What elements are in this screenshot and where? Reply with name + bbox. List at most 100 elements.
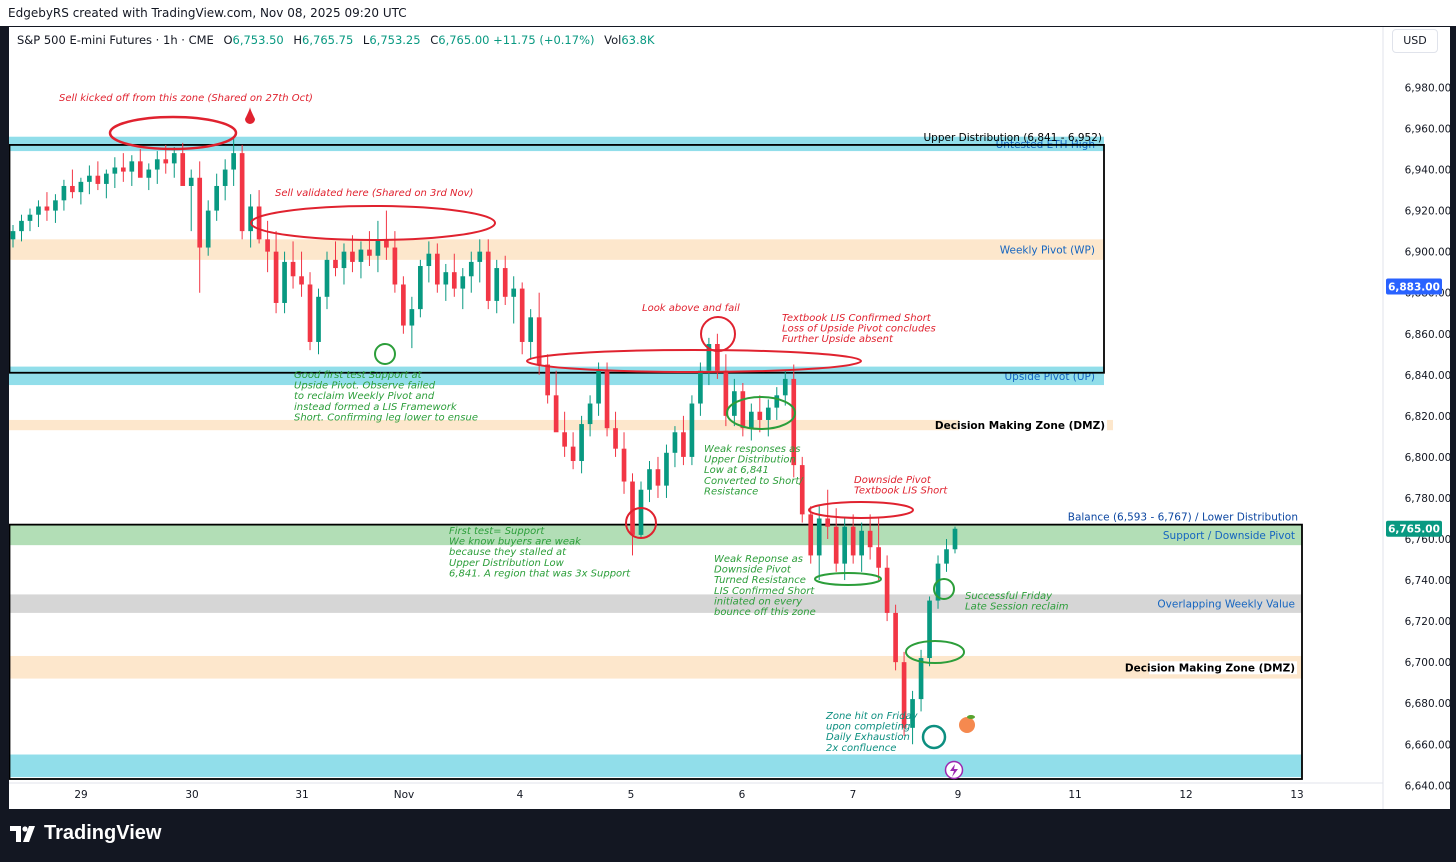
candle (282, 251, 287, 314)
zone-overlapping-weekly-value (9, 594, 1302, 613)
candle-body (655, 469, 661, 486)
brand-name: TradingView (44, 822, 162, 844)
candle-body (850, 526, 856, 556)
candle-body (44, 206, 50, 211)
annotation-textbook-lis-short: Textbook LIS Confirmed Short Loss of Upsi… (782, 313, 936, 345)
candle (205, 200, 211, 256)
candle (401, 276, 406, 334)
candle (519, 282, 525, 355)
x-tick-label: 6 (739, 789, 746, 801)
x-tick-label: 31 (295, 789, 308, 801)
y-tick-label: 6,680.00 (1405, 698, 1450, 710)
annotation-weak-responses: Weak responses as Upper Distribution Low a… (704, 444, 804, 497)
annotation-first-test-support: First test= Support We know buyers are we… (449, 526, 631, 579)
y-tick-label: 6,740.00 (1405, 575, 1450, 587)
candle-body (910, 699, 915, 728)
zone-decision-making-zone-lower-label-bg (1149, 661, 1297, 675)
candle (918, 649, 924, 712)
candle (78, 177, 84, 205)
candle (451, 253, 457, 297)
candle (87, 165, 92, 195)
candle (171, 146, 177, 178)
candle-body (137, 161, 143, 178)
candle-body (825, 518, 831, 527)
annotation-look-above-fail: Look above and fail (642, 303, 740, 314)
symbol-name[interactable]: S&P 500 E-mini Futures · 1h · CME (17, 33, 214, 47)
candle (333, 241, 338, 277)
y-tick-label: 6,860.00 (1405, 329, 1450, 341)
candle (197, 161, 203, 293)
zone-support-downside-pivot (9, 524, 1302, 546)
zone-decision-making-zone-upper-label: Decision Making Zone (DMZ) (935, 420, 1105, 432)
candle (290, 241, 296, 289)
candle-body (562, 432, 567, 447)
high-value: 6,765.75 (302, 33, 354, 47)
candle (231, 138, 236, 186)
candle-body (893, 612, 898, 663)
candle-body (426, 253, 432, 267)
candle (672, 426, 678, 468)
close-value: 6,765.00 (438, 33, 490, 47)
candle-body (528, 317, 534, 342)
candle-body (706, 344, 712, 371)
candle-body (621, 448, 627, 482)
candle-body (307, 284, 313, 342)
candle (367, 231, 372, 267)
support-test-circle (374, 343, 396, 365)
candle-body (765, 407, 771, 420)
candle-body (468, 261, 474, 277)
candle (816, 506, 822, 581)
tradingview-logo[interactable]: TradingView (10, 822, 161, 845)
candle-body (579, 424, 584, 462)
candle-body (587, 403, 593, 425)
x-tick-label: 13 (1290, 789, 1303, 801)
candle (664, 444, 669, 498)
candle-body (282, 261, 287, 303)
candle (120, 153, 126, 182)
candle (757, 395, 763, 433)
candle-body (256, 206, 262, 240)
weak-response-ellipse (726, 396, 796, 430)
candle (655, 456, 661, 498)
candle-body (273, 251, 279, 303)
candle-body (791, 378, 797, 466)
candle-body (443, 272, 449, 285)
candle-body (154, 159, 160, 170)
candle (409, 296, 415, 349)
currency-selector[interactable]: USD (1392, 29, 1438, 53)
candle-body (19, 220, 24, 232)
candle-body (757, 411, 763, 420)
candle (511, 276, 517, 324)
candle-body (596, 370, 601, 404)
candle (27, 208, 33, 232)
price-label-badge (1386, 520, 1442, 537)
candle (791, 364, 797, 478)
downside-resistance-ellipse (814, 572, 882, 586)
candle (952, 526, 958, 554)
candle-body (341, 251, 347, 269)
candle-body (604, 370, 610, 429)
x-tick-label: 7 (850, 789, 857, 801)
balance-label: Balance (6,593 - 6,767) / Lower Distribu… (1068, 512, 1298, 524)
candle (61, 179, 67, 211)
candle (418, 259, 423, 318)
y-tick-label: 6,800.00 (1405, 452, 1450, 464)
zone-support-downside-pivot-label: Support / Downside Pivot (1163, 530, 1295, 542)
candle-body (27, 214, 33, 221)
chart-area[interactable]: S&P 500 E-mini Futures · 1h · CME O6,753… (9, 27, 1450, 809)
candle (239, 144, 245, 240)
candle (316, 288, 321, 355)
y-tick-label: 6,780.00 (1405, 493, 1450, 505)
candle-body (333, 259, 338, 269)
candle-body (163, 159, 169, 164)
upside-pivot-ellipse (526, 349, 862, 373)
candle-body (519, 288, 525, 342)
candle-body (188, 177, 194, 186)
candle (613, 411, 618, 457)
candle (706, 337, 712, 386)
zone-weekly-pivot-label: Weekly Pivot (WP) (1000, 245, 1095, 257)
x-tick-label: Nov (394, 789, 415, 801)
candle (299, 251, 304, 297)
candle-body (689, 403, 695, 457)
